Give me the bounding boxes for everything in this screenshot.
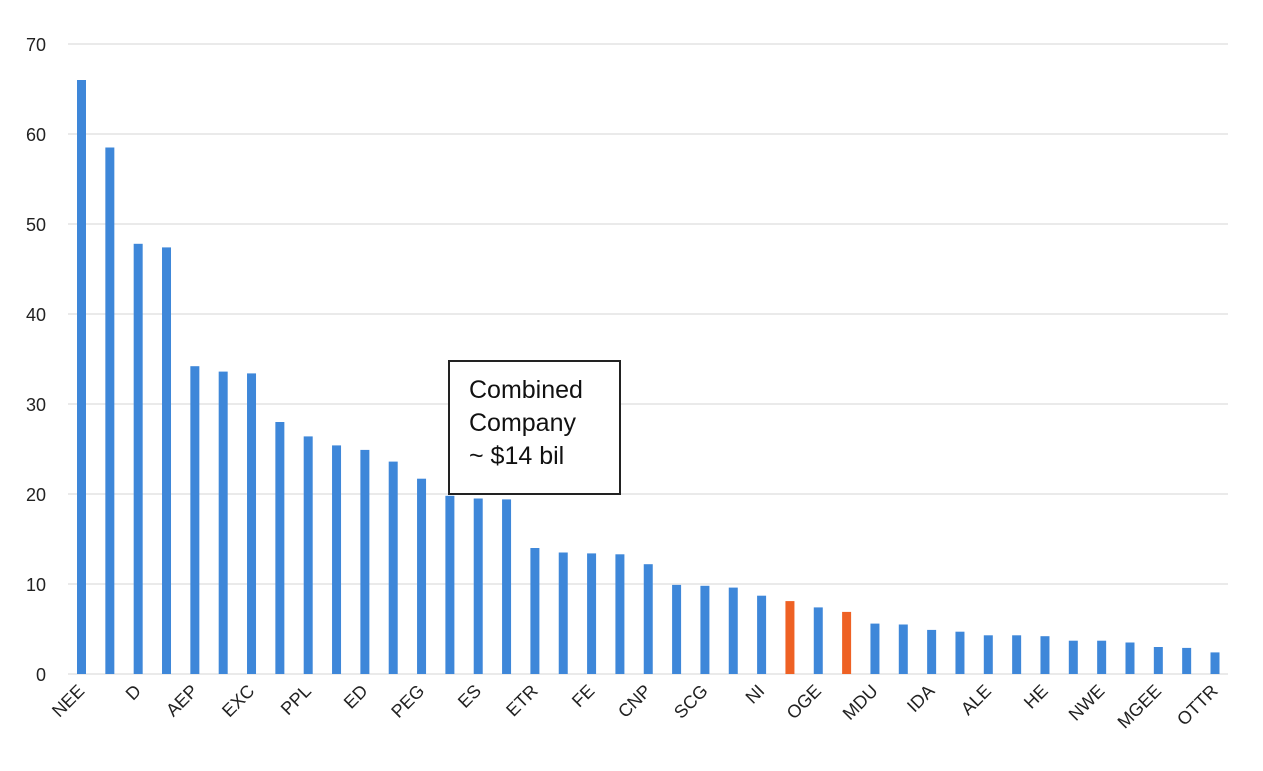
x-tick-label: PEG bbox=[387, 681, 428, 722]
bar bbox=[1068, 640, 1078, 674]
bar bbox=[587, 553, 597, 674]
x-tick-label: ES bbox=[454, 681, 485, 712]
x-tick-label: EXC bbox=[218, 681, 258, 721]
annotation-line-2: Company bbox=[469, 409, 576, 437]
x-tick-label: MDU bbox=[839, 681, 882, 724]
x-tick-label: SCG bbox=[670, 681, 712, 723]
x-tick-label: ALE bbox=[957, 681, 995, 719]
bar bbox=[615, 554, 625, 674]
bar bbox=[105, 147, 115, 674]
y-axis-ticks: 0 10 20 30 40 50 60 70 bbox=[26, 35, 46, 685]
y-tick-label: 50 bbox=[26, 215, 46, 235]
bar bbox=[473, 498, 483, 674]
x-axis-ticks: NEE D AEP EXC PPL ED PEG ES ETR FE CNP SCG NI OGE MDU I… bbox=[48, 681, 1222, 733]
bar bbox=[77, 80, 86, 674]
combined-company-annotation: Combined Company ~ $14 bil bbox=[448, 360, 621, 495]
x-tick-label: OTTR bbox=[1173, 681, 1222, 730]
x-tick-label: PPL bbox=[277, 681, 315, 719]
x-tick-label: CNP bbox=[614, 681, 655, 722]
bars bbox=[77, 80, 1220, 675]
x-tick-label: AEP bbox=[162, 681, 202, 721]
bar bbox=[700, 585, 710, 674]
bar bbox=[1210, 652, 1220, 674]
bar bbox=[898, 624, 908, 674]
x-tick-label: HE bbox=[1020, 681, 1052, 713]
x-tick-label: NWE bbox=[1065, 681, 1109, 725]
bar bbox=[983, 635, 993, 674]
bar bbox=[870, 623, 880, 674]
bar bbox=[643, 564, 653, 674]
bar bbox=[218, 371, 228, 674]
bar bbox=[1125, 642, 1135, 674]
bar bbox=[757, 595, 767, 674]
bar bbox=[1040, 636, 1050, 674]
bar bbox=[1012, 635, 1022, 674]
bar bbox=[1182, 647, 1192, 674]
y-tick-label: 0 bbox=[36, 665, 46, 685]
x-tick-label: OGE bbox=[783, 681, 825, 723]
y-tick-label: 20 bbox=[26, 485, 46, 505]
bar bbox=[332, 445, 342, 674]
bar bbox=[417, 478, 427, 674]
x-tick-label: ED bbox=[340, 681, 372, 713]
bar bbox=[728, 587, 738, 674]
bar bbox=[502, 499, 512, 674]
y-tick-label: 10 bbox=[26, 575, 46, 595]
x-tick-label: FE bbox=[568, 681, 598, 711]
bar bbox=[445, 495, 455, 674]
bar-highlighted bbox=[842, 611, 852, 674]
annotation-line-3: ~ $14 bil bbox=[469, 442, 565, 470]
bar bbox=[190, 366, 200, 674]
bar bbox=[1097, 640, 1107, 674]
bar bbox=[672, 584, 682, 674]
x-tick-label: IDA bbox=[903, 681, 938, 716]
y-tick-label: 40 bbox=[26, 305, 46, 325]
annotation-line-1: Combined bbox=[469, 376, 583, 404]
bar bbox=[162, 247, 172, 674]
bar bbox=[247, 373, 257, 674]
bar bbox=[360, 449, 370, 674]
bar bbox=[813, 607, 823, 674]
x-tick-label: NEE bbox=[48, 681, 88, 721]
bar bbox=[1153, 647, 1163, 674]
bar bbox=[133, 243, 143, 675]
bar bbox=[558, 552, 568, 674]
y-tick-label: 30 bbox=[26, 395, 46, 415]
x-tick-label: NI bbox=[742, 681, 769, 708]
bar bbox=[388, 461, 398, 674]
bar bbox=[303, 436, 313, 674]
x-tick-label: ETR bbox=[502, 681, 542, 721]
gridlines bbox=[68, 43, 1228, 675]
bar bbox=[530, 548, 540, 674]
bar-highlighted bbox=[785, 601, 795, 674]
bar bbox=[955, 631, 965, 674]
bar bbox=[927, 629, 937, 674]
bar bbox=[275, 422, 285, 674]
x-tick-label: MGEE bbox=[1114, 681, 1166, 733]
y-tick-label: 60 bbox=[26, 125, 46, 145]
x-tick-label: D bbox=[122, 681, 145, 704]
y-tick-label: 70 bbox=[26, 35, 46, 55]
